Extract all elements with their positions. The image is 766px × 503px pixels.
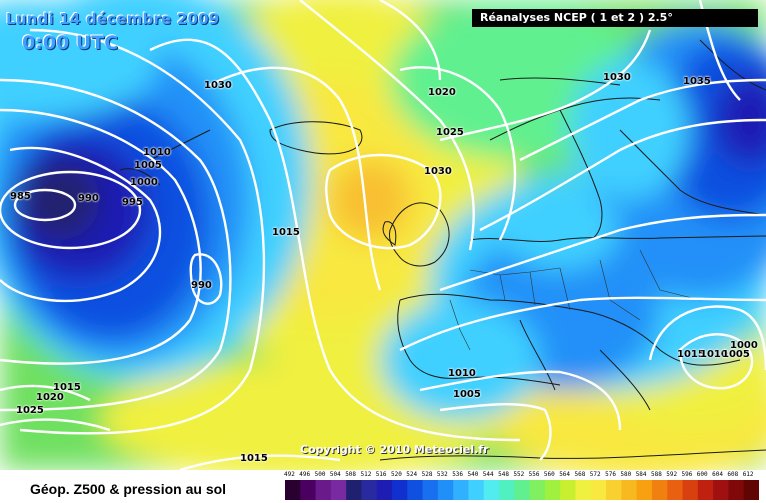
color-swatch — [361, 480, 378, 500]
isobar-label: 1005 — [453, 389, 481, 400]
isobar-label: 1015 — [272, 227, 300, 238]
legend-tick-label: 572 — [589, 471, 601, 478]
borders — [449, 249, 701, 351]
isobar-label: 990 — [191, 280, 212, 291]
legend-tick-label: 612 — [742, 471, 754, 478]
color-swatch — [468, 480, 485, 500]
color-swatch — [483, 480, 500, 500]
color-swatch — [422, 480, 439, 500]
legend-tick-label: 528 — [421, 471, 433, 478]
legend-tick-label: 516 — [375, 471, 387, 478]
isobar-label: 1025 — [16, 405, 44, 416]
legend-tick-label: 568 — [574, 471, 586, 478]
isobar-label: 1030 — [603, 72, 631, 83]
legend-tick-label: 548 — [498, 471, 509, 478]
color-swatch — [651, 480, 668, 500]
isobar-label: 1005 — [134, 160, 162, 171]
color-swatch — [392, 480, 408, 500]
map-time: 0:00 UTC — [22, 32, 119, 54]
legend-tick-label: 596 — [681, 471, 693, 478]
z500-shading — [0, 0, 766, 470]
isobar-label: 1010 — [143, 147, 171, 158]
color-swatch — [315, 480, 332, 500]
color-scale-labels: 492 496 500 504 508 512 516 520 524 528 532 536 540 5… — [284, 471, 759, 481]
color-swatch — [300, 480, 317, 500]
legend-tick-label: 560 — [543, 471, 555, 478]
legend-tick-label: 536 — [452, 471, 464, 478]
isobar-label: 1000 — [730, 340, 758, 351]
color-swatch — [560, 480, 577, 500]
color-swatch — [697, 480, 714, 500]
isobar-label: 1035 — [683, 76, 711, 87]
legend-tick-label: 540 — [467, 471, 479, 478]
legend-tick-label: 592 — [666, 471, 678, 478]
color-swatch — [713, 480, 729, 500]
legend-tick-label: 508 — [345, 471, 357, 478]
color-swatch — [667, 480, 684, 500]
legend-tick-label: 500 — [314, 471, 326, 478]
legend-tick-label: 564 — [559, 471, 571, 478]
copyright-notice: Copyright © 2010 Meteociel.fr — [300, 443, 489, 456]
legend-tick-label: 584 — [635, 471, 647, 478]
color-swatch — [544, 480, 561, 500]
geopotential-field-map — [0, 0, 766, 470]
legend-tick-label: 576 — [605, 471, 616, 478]
legend-tick-label: 496 — [299, 471, 311, 478]
color-swatch — [743, 480, 759, 500]
color-swatch — [499, 480, 515, 500]
legend-tick-label: 600 — [696, 471, 708, 478]
color-swatch — [453, 480, 469, 500]
color-swatch — [407, 480, 424, 500]
legend-tick-label: 520 — [391, 471, 402, 478]
legend-tick-label: 512 — [360, 471, 372, 478]
color-swatch — [575, 480, 592, 500]
legend-tick-label: 544 — [482, 471, 494, 478]
color-swatch — [285, 480, 301, 500]
color-swatch — [346, 480, 362, 500]
legend-tick-label: 588 — [651, 471, 662, 478]
color-swatch — [682, 480, 699, 500]
color-swatch — [529, 480, 546, 500]
isobar-label: 1030 — [204, 80, 232, 91]
isobar-label: 985 — [10, 191, 31, 202]
isobar-label: 1030 — [424, 166, 452, 177]
isobar-label: 995 — [122, 197, 143, 208]
legend-tick-label: 492 — [284, 471, 295, 478]
isobar-label: 1015 — [53, 382, 81, 393]
isobar-label: 1015 — [677, 349, 705, 360]
color-swatch — [621, 480, 638, 500]
isobar-label: 990 — [78, 193, 99, 204]
isobar-label: 1020 — [428, 87, 456, 98]
color-swatch — [514, 480, 531, 500]
legend-tick-label: 552 — [513, 471, 525, 478]
isobars — [0, 0, 766, 470]
map-date: Lundi 14 décembre 2009 — [6, 10, 220, 28]
isobar-label: 1015 — [240, 453, 268, 464]
legend-tick-label: 604 — [712, 471, 723, 478]
map-legend-title: Géop. Z500 & pression au sol — [30, 481, 227, 497]
color-swatch — [590, 480, 607, 500]
isobar-label: 1010 — [448, 368, 476, 379]
legend-tick-label: 608 — [727, 471, 739, 478]
color-swatch — [330, 480, 347, 500]
legend-tick-label: 524 — [406, 471, 418, 478]
legend-tick-label: 556 — [528, 471, 540, 478]
weather-map: Lundi 14 décembre 2009 0:00 UTC Réanalys… — [0, 0, 766, 470]
color-swatch — [606, 480, 622, 500]
color-scale-bar — [285, 480, 759, 500]
color-swatch — [636, 480, 653, 500]
isobar-label: 1025 — [436, 127, 464, 138]
isobar-label: 1000 — [130, 177, 158, 188]
isobar-label: 1020 — [36, 392, 64, 403]
color-swatch — [437, 480, 454, 500]
isobar-label: 1005 — [722, 349, 750, 360]
isobar-label: 1010 — [700, 349, 728, 360]
color-swatch — [728, 480, 745, 500]
legend-tick-label: 504 — [329, 471, 341, 478]
legend-tick-label: 532 — [436, 471, 448, 478]
color-swatch — [376, 480, 393, 500]
legend-tick-label: 580 — [620, 471, 632, 478]
data-source-label: Réanalyses NCEP ( 1 et 2 ) 2.5° — [472, 9, 758, 27]
